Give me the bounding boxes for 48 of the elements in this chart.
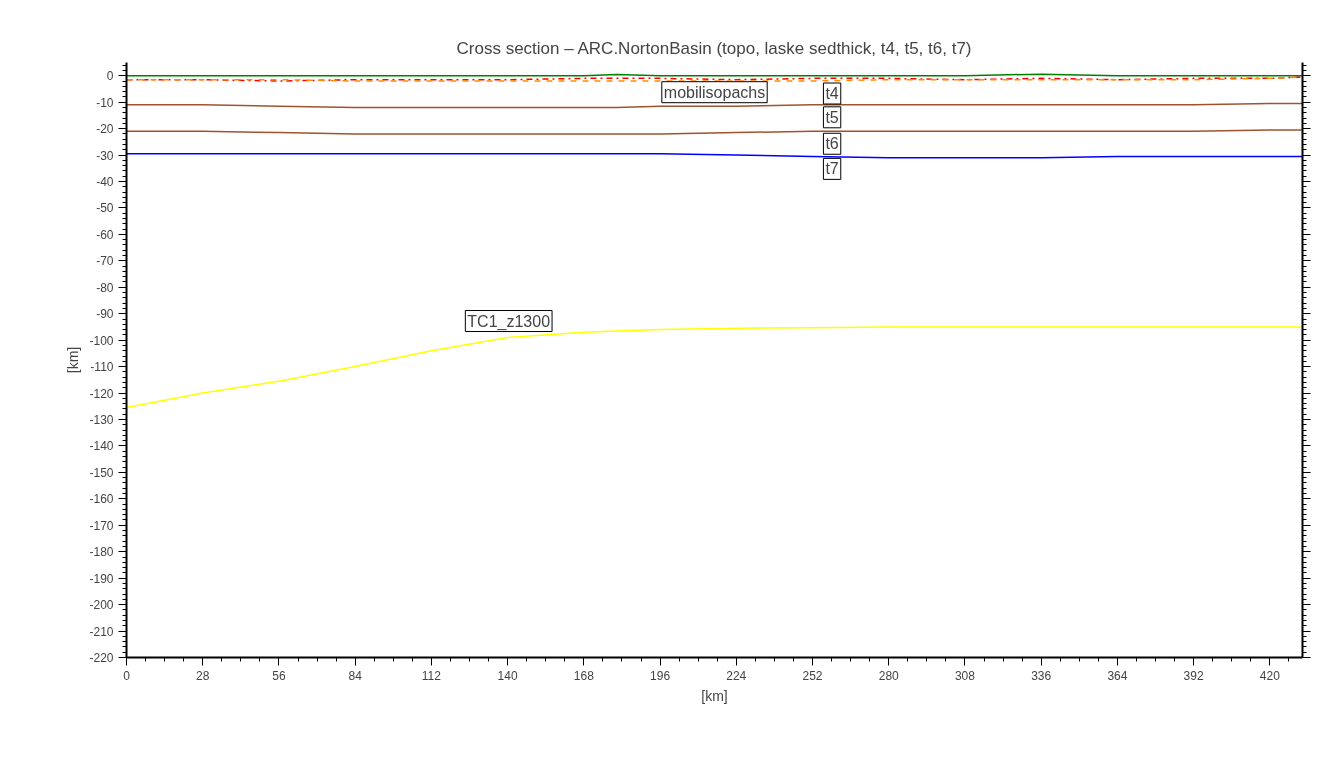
x-tick-label: 420 [1259, 668, 1281, 683]
series-label: t7 [825, 160, 839, 178]
y-tick-label: -210 [89, 624, 114, 639]
series-label: t6 [825, 135, 839, 153]
x-tick-label: 364 [1107, 668, 1128, 683]
y-tick-label: -190 [89, 571, 114, 586]
y-tick-label: -130 [89, 413, 114, 427]
y-tick-label: -80 [96, 280, 114, 295]
series-label: TC1_z1300 [467, 312, 551, 331]
y-tick-label: -200 [89, 598, 114, 613]
x-tick-label: 84 [348, 668, 363, 683]
x-tick-label: 140 [497, 668, 518, 683]
x-tick-label: 336 [1031, 668, 1052, 683]
y-tick-label: 0 [106, 69, 114, 84]
x-tick-label: 28 [196, 668, 210, 683]
y-tick-label: -20 [96, 122, 114, 137]
x-tick-label: 168 [573, 668, 595, 683]
chart-title: Cross section – ARC.NortonBasin (topo, laske sedthick, t4, t5, t6, t7) [456, 38, 972, 58]
y-tick-label: -220 [89, 651, 114, 665]
y-tick-label: -10 [96, 95, 114, 110]
y-tick-label: -40 [96, 175, 114, 189]
y-tick-label: -60 [96, 227, 114, 242]
x-axis-title: [km] [701, 687, 728, 704]
y-tick-label: -90 [96, 307, 114, 322]
y-tick-label: -50 [96, 201, 114, 216]
y-tick-label: -160 [89, 492, 114, 507]
y-tick-label: -170 [89, 518, 114, 533]
x-tick-label: 0 [123, 668, 131, 683]
y-tick-label: -70 [96, 254, 114, 269]
x-tick-label: 308 [954, 668, 976, 683]
y-axis-title: [km] [65, 346, 82, 374]
x-tick-label: 392 [1183, 668, 1204, 683]
x-tick-label: 224 [726, 668, 747, 683]
series-label: t4 [825, 85, 839, 103]
x-tick-label: 280 [878, 668, 900, 683]
x-tick-label: 196 [650, 668, 671, 683]
y-tick-label: -180 [89, 545, 114, 560]
x-tick-label: 112 [421, 668, 442, 683]
series-label: mobilisopachs [663, 83, 766, 101]
y-tick-label: -100 [89, 333, 114, 348]
x-tick-label: 56 [272, 668, 286, 683]
y-tick-label: -110 [90, 360, 114, 375]
series-label: t5 [825, 108, 839, 126]
y-tick-label: -150 [89, 465, 114, 480]
x-tick-label: 252 [802, 668, 823, 683]
y-tick-label: -140 [89, 439, 114, 454]
y-tick-label: -30 [96, 148, 114, 163]
y-tick-label: -120 [89, 386, 114, 401]
